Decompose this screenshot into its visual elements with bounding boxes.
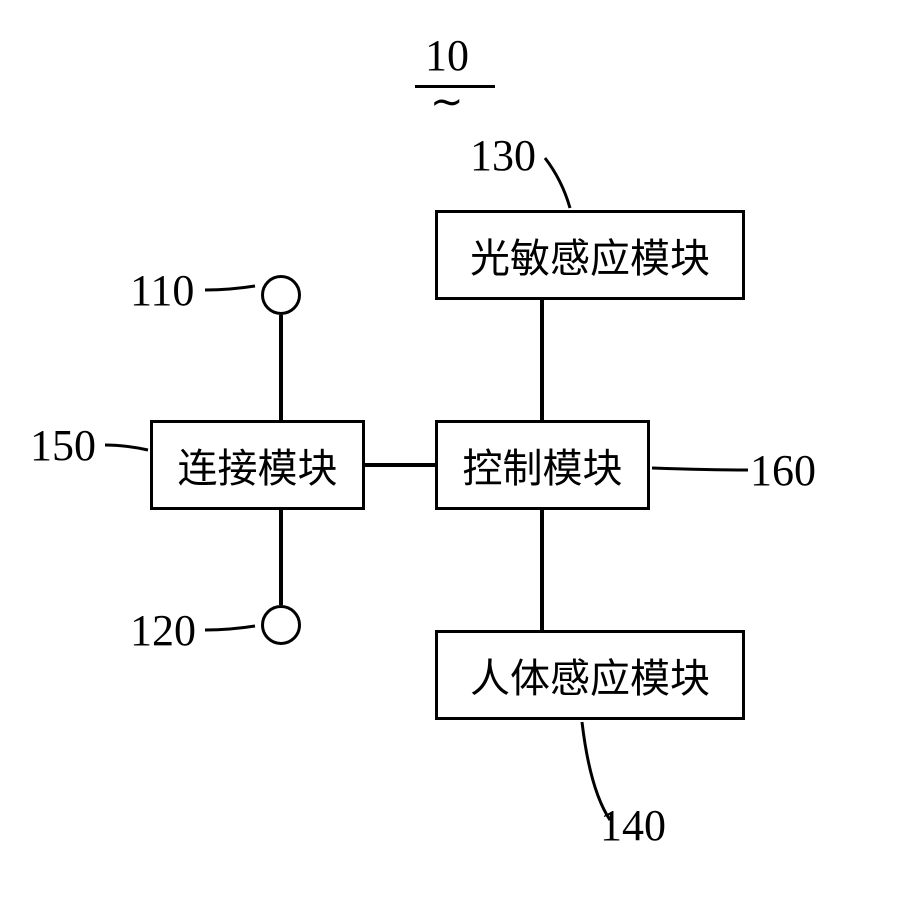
block-diagram: 10 ∼ 连接模块 控制模块 光敏感应模块 人体感应模块 110 120 130… [0, 0, 923, 915]
leader-160 [0, 0, 923, 915]
